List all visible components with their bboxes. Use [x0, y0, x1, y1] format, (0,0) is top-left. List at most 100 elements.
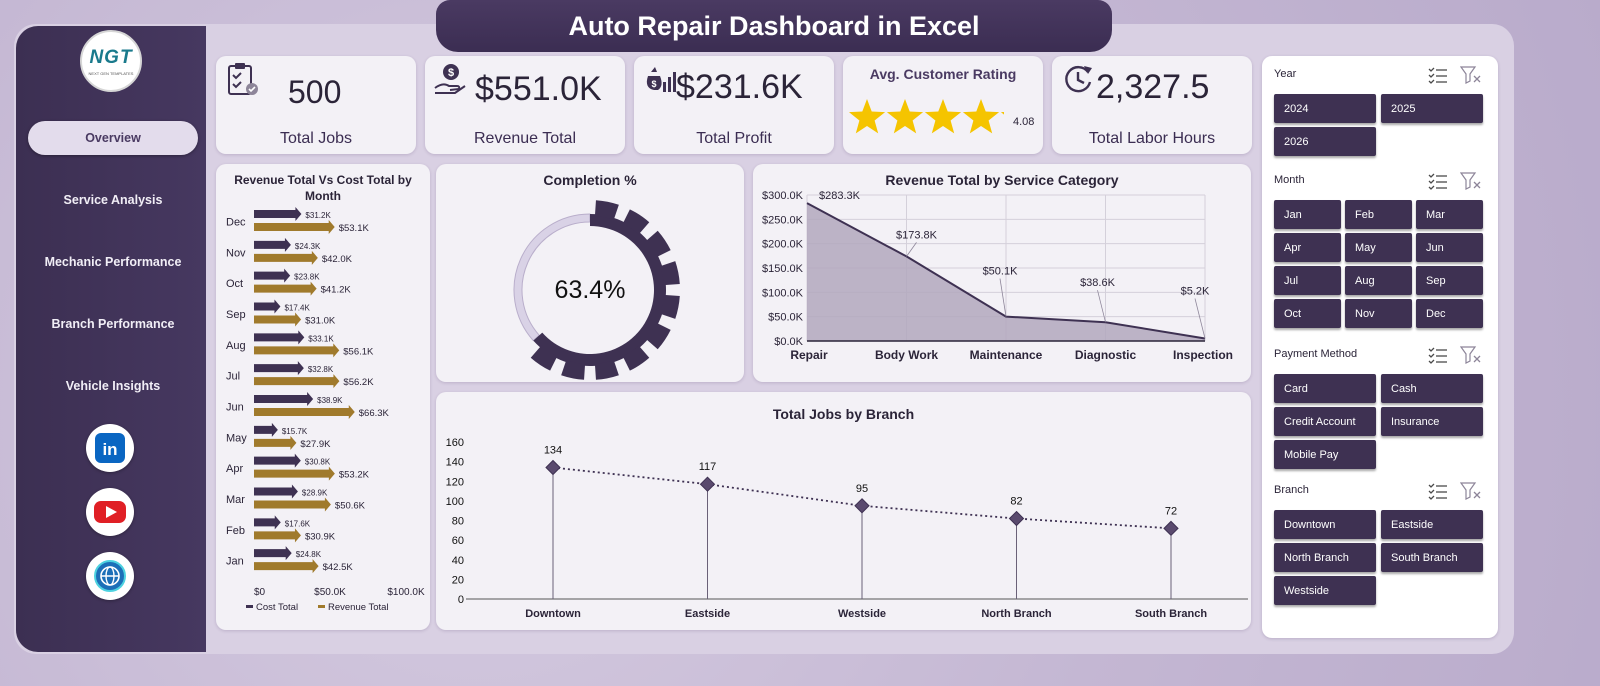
bar-cost	[254, 546, 292, 561]
y-tick-label: $150.0K	[762, 263, 804, 275]
bar-revenue	[254, 466, 335, 481]
completion-value: 63.4%	[554, 276, 626, 304]
slicer-item-month[interactable]: Feb	[1345, 200, 1412, 229]
bar-data-label: $15.7K	[282, 427, 308, 436]
chart-title: Completion %	[543, 172, 637, 188]
slicer-item-month[interactable]: Mar	[1416, 200, 1483, 229]
slicer-item-payment-method[interactable]: Card	[1274, 374, 1376, 403]
slicer-item-month[interactable]: Aug	[1345, 266, 1412, 295]
bar-revenue	[254, 374, 340, 389]
chart-revenue-by-service: Revenue Total by Service Category $0.0K $…	[753, 164, 1251, 382]
gauge-tooth	[594, 360, 619, 380]
bar-revenue	[254, 528, 301, 543]
slicer-item-branch[interactable]: Eastside	[1381, 510, 1483, 539]
nav-label: Service Analysis	[63, 193, 163, 207]
bar-data-label: $31.2K	[305, 211, 331, 220]
category-tick-label: Inspection	[1173, 348, 1233, 362]
month-tick-label: Aug	[226, 340, 246, 352]
slicer-item-month[interactable]: Jun	[1416, 233, 1483, 262]
bar-data-label: $42.0K	[322, 254, 353, 265]
slicer-item-year[interactable]: 2024	[1274, 94, 1376, 123]
kpi-label: Total Profit	[696, 130, 772, 147]
nav-item-branch-performance[interactable]: Branch Performance	[28, 307, 198, 341]
gauge-tooth	[645, 230, 671, 258]
nav-item-mechanic-performance[interactable]: Mechanic Performance	[28, 245, 198, 279]
gauge-tooth	[660, 294, 680, 319]
y-tick-label: 80	[452, 516, 464, 528]
rating-star	[1000, 111, 1009, 134]
y-tick-label: $0.0K	[774, 336, 803, 348]
legend-swatch	[246, 605, 253, 608]
kpi-card-customer-rating: Avg. Customer Rating 4.08	[843, 56, 1043, 154]
bar-data-label: $42.5K	[323, 562, 354, 573]
slicer-item-month[interactable]: Jul	[1274, 266, 1341, 295]
rating-title: Avg. Customer Rating	[869, 66, 1017, 82]
kpi-value: 500	[288, 74, 342, 110]
slicer-controls	[1428, 346, 1482, 364]
clear-filter-icon[interactable]	[1460, 172, 1482, 190]
bar-chart-svg: Dec$31.2K$53.1KNov$24.3K$42.0KOct$23.8K$…	[226, 207, 425, 613]
y-tick-label: $100.0K	[762, 287, 804, 299]
slicer-item-branch[interactable]: Downtown	[1274, 510, 1376, 539]
category-tick-label: Repair	[790, 348, 828, 362]
month-tick-label: Apr	[226, 463, 243, 475]
slicer-item-branch[interactable]: South Branch	[1381, 543, 1483, 572]
slicer-item-year[interactable]: 2026	[1274, 127, 1376, 156]
legend-label: Cost Total	[256, 602, 298, 613]
y-tick-label: 160	[446, 437, 464, 449]
bar-cost	[254, 453, 301, 468]
slicer-item-payment-method[interactable]: Credit Account	[1274, 407, 1376, 436]
slicer-item-month[interactable]: Sep	[1416, 266, 1483, 295]
slicer-item-year[interactable]: 2025	[1381, 94, 1483, 123]
slicer-item-branch[interactable]: Westside	[1274, 576, 1376, 605]
bar-data-label: $50.6K	[335, 501, 366, 512]
data-point	[1008, 510, 1025, 527]
y-tick-label: $50.0K	[768, 312, 804, 324]
slicer-item-month[interactable]: Jan	[1274, 200, 1341, 229]
slicer-item-payment-method[interactable]: Mobile Pay	[1274, 440, 1376, 469]
slicer-item-month[interactable]: Dec	[1416, 299, 1483, 328]
clear-filter-icon[interactable]	[1460, 66, 1482, 84]
line-chart-svg: 0 20 40 60 80 100 120 140 160 134 Downtown 117 Easts…	[446, 437, 1248, 620]
multi-select-icon[interactable]	[1428, 346, 1448, 364]
rating-star	[924, 99, 962, 134]
bar-data-label: $27.9K	[300, 439, 331, 450]
month-tick-label: Jul	[226, 371, 240, 383]
logo: NGT NEXT GEN TEMPLATES	[80, 30, 142, 92]
slicer-item-payment-method[interactable]: Cash	[1381, 374, 1483, 403]
slicer-item-month[interactable]: Nov	[1345, 299, 1412, 328]
slicer-panel: Year 2024 2025 2026 Month Jan Feb Mar Apr May Jun J…	[1262, 56, 1498, 638]
bar-data-label: $30.8K	[305, 458, 331, 467]
x-tick-label: $50.0K	[314, 587, 346, 598]
slicer-item-month[interactable]: Apr	[1274, 233, 1341, 262]
slicer-item-month[interactable]: May	[1345, 233, 1412, 262]
slicer-item-payment-method[interactable]: Insurance	[1381, 407, 1483, 436]
rating-stars	[849, 99, 1009, 134]
clear-filter-icon[interactable]	[1460, 346, 1482, 364]
nav-label: Overview	[85, 131, 141, 145]
nav-item-service-analysis[interactable]: Service Analysis	[28, 183, 198, 217]
chart-title: Revenue Total Vs Cost Total by Month	[234, 173, 412, 203]
nav-item-vehicle-insights[interactable]: Vehicle Insights	[28, 369, 198, 403]
slicer-item-month[interactable]: Oct	[1274, 299, 1341, 328]
youtube-icon[interactable]	[86, 488, 134, 536]
slicer-item-branch[interactable]: North Branch	[1274, 543, 1376, 572]
data-point	[699, 476, 716, 492]
rating-star	[849, 99, 886, 134]
kpi-card-labor-hours: 2,327.5 Total Labor Hours	[1052, 56, 1252, 154]
rating-star	[962, 99, 1000, 134]
slicer-title-year: Year	[1274, 68, 1297, 80]
nav-label: Mechanic Performance	[44, 255, 182, 269]
gauge-tooth	[645, 322, 671, 350]
bar-revenue	[254, 343, 340, 358]
linkedin-icon[interactable]: in	[86, 424, 134, 472]
clear-filter-icon[interactable]	[1460, 482, 1482, 500]
nav-item-overview[interactable]: Overview	[28, 121, 198, 155]
bar-cost	[254, 392, 314, 406]
bar-cost	[254, 268, 291, 283]
multi-select-icon[interactable]	[1428, 172, 1448, 190]
branch-tick-label: South Branch	[1135, 608, 1207, 620]
globe-icon[interactable]	[86, 552, 134, 600]
multi-select-icon[interactable]	[1428, 66, 1448, 84]
multi-select-icon[interactable]	[1428, 482, 1448, 500]
